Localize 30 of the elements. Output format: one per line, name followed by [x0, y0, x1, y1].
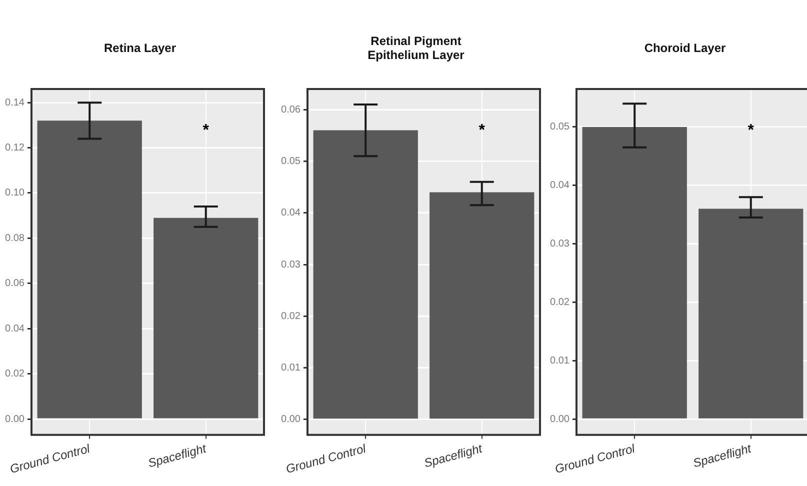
x-tick-label: Ground Control	[284, 441, 368, 476]
y-tick-label: 0.02	[550, 296, 570, 308]
y-tick-label: 0.00	[5, 414, 25, 425]
annotation: *	[748, 122, 755, 139]
y-tick-label: 0.00	[550, 414, 570, 425]
y-tick-label: 0.06	[281, 104, 301, 116]
y-tick-label: 0.12	[5, 142, 25, 154]
y-tick-label: 0.01	[550, 355, 570, 366]
chart-title: Retinal Pigment Epithelium Layer	[366, 33, 466, 64]
y-tick-label: 0.00	[281, 414, 301, 426]
y-tick-label: 0.03	[281, 259, 301, 270]
y-tick-label: 0.10	[5, 188, 25, 199]
x-tick-label: Ground Control	[8, 441, 92, 476]
x-tick-label: Ground Control	[553, 441, 637, 476]
annotation: *	[478, 122, 486, 139]
chart-title: Choroid Layer	[643, 40, 727, 57]
y-tick-label: 0.05	[550, 122, 570, 133]
y-tick-label: 0.08	[5, 232, 25, 244]
annotation: *	[202, 122, 210, 139]
y-tick-label: 0.04	[5, 323, 25, 334]
y-tick-label: 0.01	[281, 362, 301, 374]
y-tick-label: 0.14	[5, 97, 25, 108]
y-tick-label: 0.02	[281, 310, 301, 322]
y-tick-label: 0.02	[5, 368, 25, 380]
y-tick-label: 0.06	[5, 278, 25, 290]
y-tick-label: 0.04	[550, 180, 570, 192]
y-tick-label: 0.04	[281, 208, 301, 219]
y-tick-label: 0.03	[550, 238, 570, 250]
chart-title: Retina Layer	[102, 40, 178, 57]
y-tick-label: 0.05	[281, 156, 301, 168]
